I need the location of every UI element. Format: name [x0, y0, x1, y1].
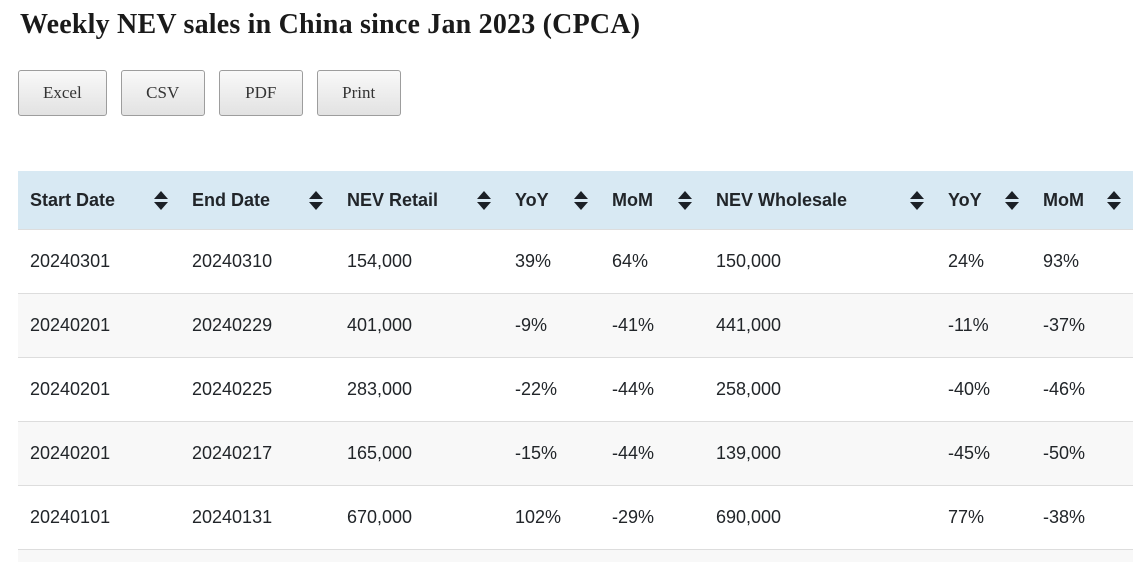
table-row: 20240201 20240225 283,000 -22% -44% 258,… [18, 357, 1133, 422]
cell-nev-retail: 154,000 [335, 229, 503, 294]
export-pdf-button[interactable]: PDF [218, 70, 303, 116]
sort-both-icon[interactable] [309, 190, 323, 210]
export-toolbar: Excel CSV PDF Print [18, 70, 1133, 116]
column-label: YoY [515, 190, 549, 210]
cell-nev-wholesale: 139,000 [704, 421, 936, 486]
column-header-retail-yoy[interactable]: YoY [503, 171, 600, 230]
cell-start-date: 20240101 [18, 485, 180, 550]
page: Weekly NEV sales in China since Jan 2023… [0, 8, 1138, 562]
column-header-retail-mom[interactable]: MoM [600, 171, 704, 230]
cell-wholesale-mom: 93% [1031, 229, 1133, 294]
cell-wholesale-mom: -37% [1031, 293, 1133, 358]
table-row-partial [18, 549, 1133, 562]
export-csv-button[interactable]: CSV [120, 70, 205, 116]
column-header-wholesale-mom[interactable]: MoM [1031, 171, 1133, 230]
export-excel-button[interactable]: Excel [18, 70, 107, 116]
column-label: NEV Retail [347, 190, 439, 210]
cell-retail-yoy: -9% [503, 293, 600, 358]
column-header-nev-retail[interactable]: NEV Retail [335, 171, 503, 230]
cell-wholesale-yoy: -45% [936, 421, 1031, 486]
cell-start-date: 20240201 [18, 293, 180, 358]
nev-sales-table: Start Date End Date NEV Retail YoY MoM N… [18, 171, 1133, 562]
table-header-row: Start Date End Date NEV Retail YoY MoM N… [18, 171, 1133, 230]
cell-retail-mom: -44% [600, 357, 704, 422]
column-label: MoM [612, 190, 653, 210]
cell-wholesale-mom: -46% [1031, 357, 1133, 422]
cell-end-date: 20240217 [180, 421, 335, 486]
cell-nev-retail: 283,000 [335, 357, 503, 422]
cell-retail-mom: -29% [600, 485, 704, 550]
sort-both-icon[interactable] [1107, 190, 1121, 210]
cell-nev-retail: 670,000 [335, 485, 503, 550]
cell-start-date: 20240201 [18, 357, 180, 422]
cell-wholesale-yoy: -11% [936, 293, 1031, 358]
cell-nev-wholesale: 690,000 [704, 485, 936, 550]
table-row: 20240101 20240131 670,000 102% -29% 690,… [18, 485, 1133, 550]
cell-wholesale-yoy: -40% [936, 357, 1031, 422]
table-row: 20240301 20240310 154,000 39% 64% 150,00… [18, 229, 1133, 294]
sort-both-icon[interactable] [1005, 190, 1019, 210]
sort-both-icon[interactable] [678, 190, 692, 210]
cell-wholesale-yoy: 24% [936, 229, 1031, 294]
column-label: MoM [1043, 190, 1084, 210]
sort-both-icon[interactable] [477, 190, 491, 210]
column-label: End Date [192, 190, 271, 210]
cell-retail-mom: 64% [600, 229, 704, 294]
cell-retail-mom: -41% [600, 293, 704, 358]
table-row: 20240201 20240217 165,000 -15% -44% 139,… [18, 421, 1133, 486]
cell-start-date: 20240201 [18, 421, 180, 486]
column-header-end-date[interactable]: End Date [180, 171, 335, 230]
cell-retail-mom: -44% [600, 421, 704, 486]
column-header-nev-wholesale[interactable]: NEV Wholesale [704, 171, 936, 230]
column-label: YoY [948, 190, 982, 210]
cell-end-date: 20240229 [180, 293, 335, 358]
table-body: 20240301 20240310 154,000 39% 64% 150,00… [18, 229, 1133, 562]
sort-both-icon[interactable] [910, 190, 924, 210]
table-header: Start Date End Date NEV Retail YoY MoM N… [18, 171, 1133, 230]
cell-nev-retail: 165,000 [335, 421, 503, 486]
cell-end-date: 20240310 [180, 229, 335, 294]
cell-retail-yoy: 39% [503, 229, 600, 294]
column-header-wholesale-yoy[interactable]: YoY [936, 171, 1031, 230]
column-label: Start Date [30, 190, 116, 210]
cell-nev-wholesale: 150,000 [704, 229, 936, 294]
cell-retail-yoy: 102% [503, 485, 600, 550]
sort-both-icon[interactable] [574, 190, 588, 210]
cell-retail-yoy: -22% [503, 357, 600, 422]
column-label: NEV Wholesale [716, 190, 848, 210]
cell-nev-wholesale: 258,000 [704, 357, 936, 422]
cell-wholesale-yoy: 77% [936, 485, 1031, 550]
print-button[interactable]: Print [316, 70, 401, 116]
cell-start-date: 20240301 [18, 229, 180, 294]
sort-both-icon[interactable] [154, 190, 168, 210]
cell-retail-yoy: -15% [503, 421, 600, 486]
cell-nev-wholesale: 441,000 [704, 293, 936, 358]
table-row: 20240201 20240229 401,000 -9% -41% 441,0… [18, 293, 1133, 358]
cell-end-date: 20240131 [180, 485, 335, 550]
cell-nev-retail: 401,000 [335, 293, 503, 358]
cell-wholesale-mom: -38% [1031, 485, 1133, 550]
cell-end-date: 20240225 [180, 357, 335, 422]
column-header-start-date[interactable]: Start Date [18, 171, 180, 230]
page-title: Weekly NEV sales in China since Jan 2023… [20, 9, 641, 40]
cell-wholesale-mom: -50% [1031, 421, 1133, 486]
